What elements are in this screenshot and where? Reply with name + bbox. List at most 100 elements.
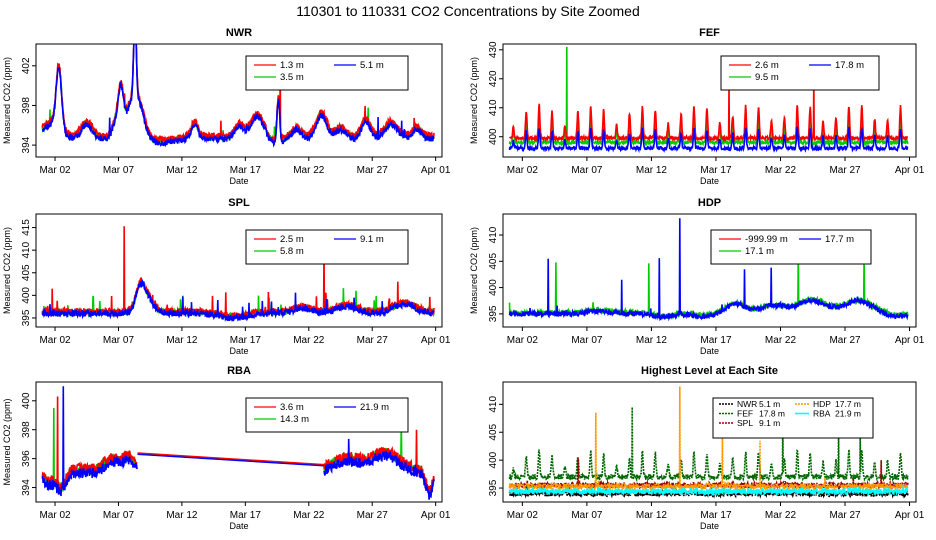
plot-area-highest xyxy=(508,386,909,499)
panel-highest: Highest Level at Each Site Mar 02 Mar 07 Ma… xyxy=(488,365,925,531)
series-highest-rba xyxy=(508,485,909,498)
legend-label: 17.1 m xyxy=(745,246,774,257)
series-nwr-5-1-m xyxy=(41,44,435,148)
gap-line xyxy=(137,452,325,466)
y-tick-label: 396 xyxy=(21,450,32,467)
legend-box xyxy=(710,229,872,265)
x-axis-label: Date xyxy=(229,346,248,356)
series-line xyxy=(41,44,435,148)
panel-title-hdp: HDP xyxy=(698,197,721,209)
plot-area-fef xyxy=(508,46,909,154)
legend-box xyxy=(245,55,409,91)
x-axis-label: Date xyxy=(700,176,719,186)
panel-title-nwr: NWR xyxy=(226,27,252,39)
plot-frame xyxy=(502,381,917,503)
x-tick-label: Mar 07 xyxy=(103,335,135,346)
legend-label: 17.7 m xyxy=(825,234,854,245)
y-axis-label: Measured CO2 (ppm) xyxy=(2,398,12,485)
legend-highest: NWR 5.1 m HDP 17.7 m FEF 17.8 m RBA 21.9 m SPL 9.… xyxy=(712,397,874,439)
legend-label: 21.9 m xyxy=(360,402,389,413)
plot-frame xyxy=(502,43,917,158)
legend-height: 17.7 m xyxy=(835,399,861,409)
y-tick-label: 394 xyxy=(21,136,32,153)
y-axis-label: Measured CO2 (ppm) xyxy=(2,57,12,144)
y-tick-label: 395 xyxy=(21,309,32,326)
plot-area-spl xyxy=(41,226,435,323)
x-tick-label: Mar 07 xyxy=(103,165,135,176)
legend-height: 17.8 m xyxy=(759,409,785,419)
y-tick-label: 405 xyxy=(21,264,32,281)
x-axis-label: Date xyxy=(700,346,719,356)
y-tick-label: 400 xyxy=(488,128,499,145)
y-tick-label: 400 xyxy=(21,392,32,409)
legend-label: RBA xyxy=(813,409,831,419)
legend-label: 3.5 m xyxy=(280,72,304,83)
y-axis-label: Measured CO2 (ppm) xyxy=(469,227,479,314)
panel-fef: FEF Mar 02 Mar 07 Mar 12 Mar 17 Mar 22 Mar 27 A… xyxy=(469,27,925,186)
x-tick-label: Mar 27 xyxy=(357,510,389,521)
x-tick-label: Apr 01 xyxy=(421,510,451,521)
series-line xyxy=(508,78,908,143)
x-tick-label: Apr 01 xyxy=(421,335,451,346)
y-tick-label: 395 xyxy=(488,479,499,496)
legend-label: NWR xyxy=(737,399,757,409)
x-tick-label: Mar 17 xyxy=(700,165,732,176)
panel-spl: SPL Mar 02 Mar 07 Mar 12 Mar 17 Mar 22 Mar 27 A… xyxy=(2,197,451,356)
x-tick-label: Mar 12 xyxy=(636,335,668,346)
x-tick-label: Mar 07 xyxy=(571,335,603,346)
plot-area-rba xyxy=(41,386,435,500)
x-axis-label: Date xyxy=(229,176,248,186)
x-axis-label: Date xyxy=(700,521,719,531)
x-tick-label: Mar 07 xyxy=(571,510,603,521)
x-tick-label: Mar 27 xyxy=(357,335,389,346)
x-tick-label: Mar 27 xyxy=(829,510,861,521)
y-tick-label: 398 xyxy=(21,421,32,438)
legend-hdp: -999.99 m 17.7 m 17.1 m xyxy=(710,229,872,265)
x-tick-label: Mar 17 xyxy=(230,335,262,346)
series-line xyxy=(508,386,909,493)
legend-box xyxy=(245,397,409,433)
y-tick-label: 400 xyxy=(488,279,499,296)
x-tick-label: Apr 01 xyxy=(895,165,925,176)
y-tick-label: 398 xyxy=(21,97,32,114)
series-spl-9-1-m xyxy=(41,278,435,323)
legend-box xyxy=(720,55,880,91)
x-tick-label: Mar 22 xyxy=(765,510,797,521)
y-tick-label: 395 xyxy=(488,305,499,322)
panel-title-spl: SPL xyxy=(228,197,250,209)
legend-height: 9.1 m xyxy=(759,418,780,428)
x-tick-label: Mar 22 xyxy=(765,165,797,176)
x-tick-label: Mar 12 xyxy=(636,165,668,176)
legend-label: 2.5 m xyxy=(280,234,304,245)
legend-label: 2.6 m xyxy=(755,60,779,71)
plot-area-hdp xyxy=(508,218,909,322)
series-hdp-17-7-m xyxy=(508,218,909,322)
legend-label: SPL xyxy=(737,418,753,428)
legend-label: 5.8 m xyxy=(280,246,304,257)
x-tick-label: Apr 01 xyxy=(895,510,925,521)
series-highest-hdp xyxy=(508,386,909,493)
series-line xyxy=(508,218,909,322)
plot-frame xyxy=(35,381,443,503)
legend-label: -999.99 m xyxy=(745,234,788,245)
legend-height: 5.1 m xyxy=(759,399,780,409)
y-tick-label: 410 xyxy=(488,226,499,243)
panel-hdp: HDP Mar 02 Mar 07 Mar 12 Mar 17 Mar 22 Mar 27 A… xyxy=(469,197,925,356)
x-tick-label: Mar 12 xyxy=(166,165,198,176)
series-line xyxy=(508,126,909,154)
y-axis-label: Measured CO2 (ppm) xyxy=(469,57,479,144)
x-tick-label: Mar 22 xyxy=(765,335,797,346)
x-tick-label: Mar 02 xyxy=(507,165,539,176)
legend-nwr: 1.3 m 5.1 m 3.5 m xyxy=(245,55,409,91)
series-fef-17-8-m xyxy=(508,126,909,154)
y-tick-label: 420 xyxy=(488,70,499,87)
panel-rba: RBA Mar 02 Mar 07 Mar 12 Mar 17 Mar 22 Mar 27 A… xyxy=(2,365,451,531)
legend-label: 1.3 m xyxy=(280,60,304,71)
x-tick-label: Mar 27 xyxy=(357,165,389,176)
y-tick-label: 400 xyxy=(488,451,499,468)
legend-height: 21.9 m xyxy=(835,409,861,419)
plot-frame xyxy=(35,213,443,328)
series-line xyxy=(508,407,909,483)
x-axis-label: Date xyxy=(229,521,248,531)
